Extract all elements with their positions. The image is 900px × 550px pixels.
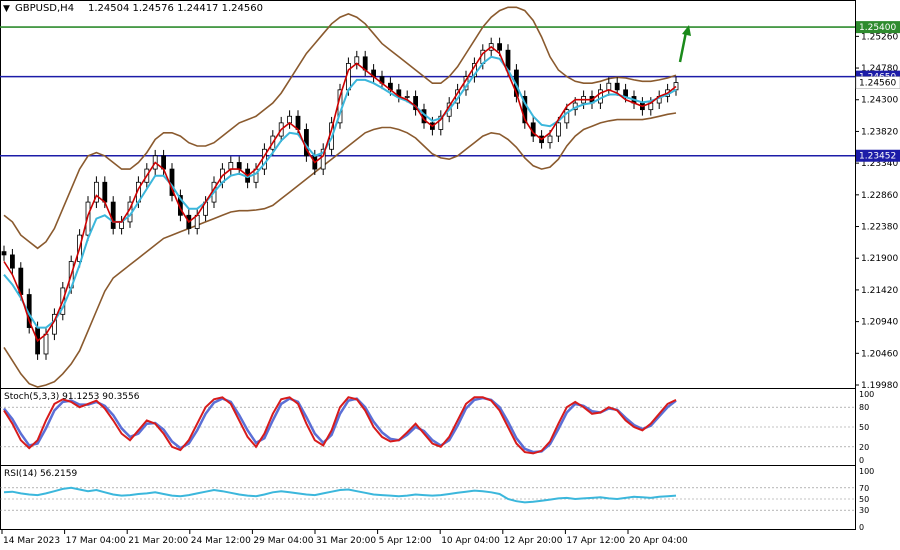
level-badge-label: 1.23452 — [859, 152, 896, 162]
ohlc-label: 1.24504 1.24576 1.24417 1.24560 — [88, 3, 263, 14]
stoch-tick-label: 0 — [859, 456, 864, 465]
rsi-tick-label: 100 — [859, 467, 874, 476]
level-badge — [856, 21, 900, 34]
candle-body — [1, 251, 7, 256]
candle-body — [522, 96, 528, 124]
stoch-main-line — [3, 396, 677, 455]
price-tick-label: 1.21900 — [861, 254, 898, 264]
stoch-tick-label: 50 — [859, 423, 869, 432]
up-arrow-icon — [678, 25, 691, 63]
price-tick-label: 1.21420 — [861, 286, 898, 296]
candle-body — [43, 333, 49, 355]
stoch-label: Stoch(5,3,3) 91.1253 90.3556 — [4, 392, 140, 402]
axes: 1.25260 1.24780 1.24300 1.23820 1.23340 1.228… — [1, 21, 900, 546]
candle-body — [94, 181, 99, 203]
candle-body — [287, 115, 293, 124]
level-badge-label: 1.25400 — [859, 23, 896, 33]
time-tick-label: 14 Mar 2023 — [3, 536, 60, 546]
candle-body — [102, 181, 108, 203]
time-tick-label: 31 Mar 20:00 — [316, 536, 376, 546]
price-tick-label: 1.23340 — [861, 159, 898, 169]
price-tick-label: 1.24300 — [861, 96, 898, 106]
candle-body — [438, 115, 444, 130]
time-tick-label: 24 Mar 12:00 — [191, 536, 251, 546]
stochastic-panel[interactable] — [0, 396, 855, 455]
candle-body — [614, 82, 620, 91]
candle-body — [673, 82, 679, 91]
candle-body — [9, 254, 15, 269]
candle-body — [606, 82, 612, 91]
rsi-panel[interactable] — [0, 486, 855, 511]
candle-body — [623, 89, 628, 97]
price-panel[interactable] — [0, 6, 855, 388]
price-tick-label: 1.23820 — [861, 127, 898, 137]
price-tick-label: 1.25260 — [861, 32, 898, 42]
rsi-tick-label: 70 — [859, 484, 869, 493]
candle-body — [85, 201, 91, 236]
stoch-tick-label: 20 — [859, 443, 869, 452]
rsi-tick-label: 30 — [859, 506, 869, 515]
time-tick-label: 17 Apr 12:00 — [566, 536, 625, 546]
stoch-signal-line — [3, 396, 677, 454]
rsi-tick-label: 50 — [859, 495, 869, 504]
price-tick-label: 1.22860 — [861, 191, 898, 201]
current-price-badge — [855, 76, 900, 89]
candle-body — [404, 96, 410, 98]
bollinger-lower-line — [3, 112, 677, 388]
stoch-tick-label: 80 — [859, 403, 869, 412]
candle-body — [228, 162, 234, 170]
rsi-label: RSI(14) 56.2159 — [4, 469, 77, 479]
price-tick-label: 1.20460 — [861, 349, 898, 359]
rsi-line — [3, 486, 677, 504]
time-tick-label: 12 Apr 20:00 — [504, 536, 563, 546]
current-price-label: 1.24560 — [859, 79, 896, 89]
time-tick-label: 5 Apr 12:00 — [379, 536, 432, 546]
level-badge — [856, 149, 900, 162]
bollinger-upper-line — [3, 6, 677, 250]
price-tick-label: 1.20940 — [861, 318, 898, 328]
time-tick-label: 29 Mar 04:00 — [253, 536, 313, 546]
rsi-tick-label: 0 — [859, 523, 864, 532]
fast-ma-line — [3, 45, 677, 343]
candle-body — [413, 96, 419, 111]
candle-body — [110, 201, 116, 229]
price-tick-label: 1.22380 — [861, 223, 898, 233]
time-tick-label: 20 Apr 04:00 — [629, 536, 688, 546]
header-arrow-icon: ▼ — [3, 4, 10, 14]
candle-body — [547, 135, 553, 144]
time-tick-label: 21 Mar 20:00 — [128, 536, 188, 546]
price-tick-label: 1.24780 — [861, 64, 898, 74]
stoch-tick-label: 100 — [859, 390, 874, 399]
candle-body — [556, 122, 561, 137]
candle-body — [236, 162, 242, 170]
time-tick-label: 10 Apr 04:00 — [441, 536, 500, 546]
time-tick-label: 17 Mar 04:00 — [66, 536, 126, 546]
symbol-label: GBPUSD,H4 — [15, 3, 74, 14]
chart-frame — [0, 0, 856, 530]
price-tick-label: 1.19980 — [861, 381, 898, 391]
candle-body — [320, 148, 326, 170]
candle-body — [497, 43, 503, 51]
